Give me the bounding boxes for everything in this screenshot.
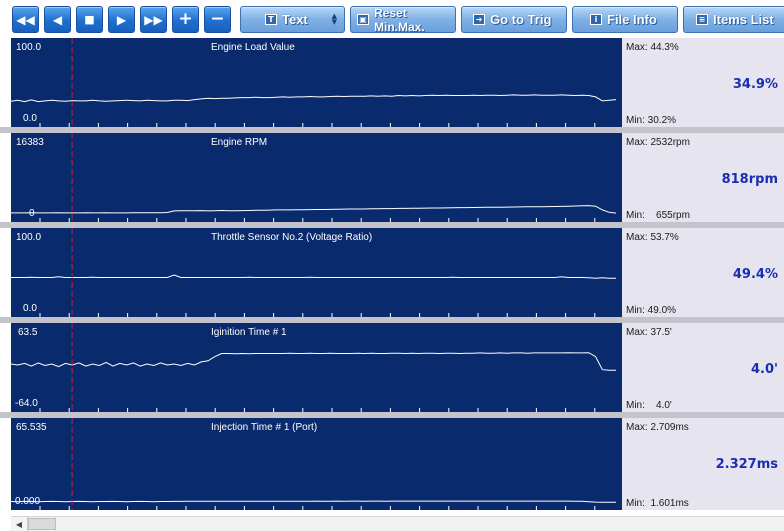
file-info-label: File Info xyxy=(607,12,657,27)
scale-max-label: 16383 xyxy=(16,137,44,148)
go-to-trig-button[interactable]: ➜ Go to Trig xyxy=(461,6,567,33)
graph-title: Injection Time # 1 (Port) xyxy=(211,422,318,433)
reset-min-max-button[interactable]: ▣ Reset Min.Max. xyxy=(350,5,456,34)
panel-divider[interactable] xyxy=(0,412,784,418)
horizontal-scrollbar[interactable]: ◀ xyxy=(11,516,784,531)
graph-panel: 100.0 Engine Load Value 0.0 Max: 44.3% 3… xyxy=(11,38,784,127)
reset-min-max-label: Reset Min.Max. xyxy=(374,5,425,34)
value-panel: Max: 53.7% 49.4% Min: 49.0% xyxy=(622,228,784,317)
graph-plot[interactable]: 63.5 Iginition Time # 1 -64.0 xyxy=(11,323,622,412)
graph-canvas xyxy=(11,38,617,127)
current-value: 34.9% xyxy=(732,77,778,92)
items-list-button[interactable]: ≡ Items List xyxy=(683,6,784,33)
graph-panel: 65.535 Injection Time # 1 (Port) 0.000 M… xyxy=(11,418,784,510)
graph-plot[interactable]: 100.0 Engine Load Value 0.0 xyxy=(11,38,622,127)
min-value: Min: 30.2% xyxy=(626,115,677,126)
graph-title: Throttle Sensor No.2 (Voltage Ratio) xyxy=(211,232,373,243)
min-value: Min: 49.0% xyxy=(626,305,677,316)
plus-icon: + xyxy=(178,9,193,29)
graph-panel: 16383 Engine RPM 0 Max: 2532rpm 818rpm M… xyxy=(11,133,784,222)
max-value: Max: 2.709ms xyxy=(626,422,689,433)
play-icon: ▶ xyxy=(116,12,127,27)
graph-plot[interactable]: 65.535 Injection Time # 1 (Port) 0.000 xyxy=(11,418,622,510)
stop-icon: ■ xyxy=(84,13,95,26)
rewind-button[interactable]: ◀ xyxy=(44,6,71,33)
scale-max-label: 63.5 xyxy=(18,327,38,338)
panel-divider[interactable] xyxy=(0,317,784,323)
toolbar: ◀◀ ◀ ■ ▶ ▶▶ + − T Text ▲ ▼ ▣ Reset Min.Ma… xyxy=(0,0,784,38)
scale-min-label: 0.000 xyxy=(15,496,41,507)
rewind-icon: ◀ xyxy=(52,12,63,27)
min-value: Min: 655rpm xyxy=(626,210,690,221)
graph-panel: 100.0 Throttle Sensor No.2 (Voltage Rati… xyxy=(11,228,784,317)
graph-panel: 63.5 Iginition Time # 1 -64.0 Max: 37.5'… xyxy=(11,323,784,412)
current-value: 4.0' xyxy=(750,362,778,377)
scale-min-label: -64.0 xyxy=(15,398,38,409)
min-value: Min: 4.0' xyxy=(626,400,672,411)
left-gutter xyxy=(0,38,11,531)
value-panel: Max: 37.5' 4.0' Min: 4.0' xyxy=(622,323,784,412)
spinner-icon: ▲ ▼ xyxy=(331,12,337,26)
graph-canvas xyxy=(11,228,616,317)
rewind-fast-icon: ◀◀ xyxy=(16,12,35,27)
scale-max-label: 100.0 xyxy=(16,232,42,243)
zoom-out-button[interactable]: − xyxy=(204,6,231,33)
graph-canvas xyxy=(11,133,617,222)
max-value: Max: 37.5' xyxy=(626,327,672,338)
value-panel: Max: 2532rpm 818rpm Min: 655rpm xyxy=(622,133,784,222)
scale-max-label: 65.535 xyxy=(16,422,47,433)
scrollbar-thumb[interactable] xyxy=(28,518,56,530)
value-panel: Max: 44.3% 34.9% Min: 30.2% xyxy=(622,38,784,127)
fast-forward-button[interactable]: ▶▶ xyxy=(140,6,167,33)
max-value: Max: 44.3% xyxy=(626,42,679,53)
min-value: Min: 1.601ms xyxy=(626,498,689,509)
scroll-left-icon[interactable]: ◀ xyxy=(11,517,28,531)
graph-title: Engine RPM xyxy=(211,137,268,148)
graph-title: Engine Load Value xyxy=(211,42,295,53)
minus-icon: − xyxy=(210,9,225,29)
play-button[interactable]: ▶ xyxy=(108,6,135,33)
graph-plot[interactable]: 100.0 Throttle Sensor No.2 (Voltage Rati… xyxy=(11,228,622,317)
signal-trace xyxy=(11,94,617,103)
text-button[interactable]: T Text ▲ ▼ xyxy=(240,6,345,33)
text-icon: T xyxy=(265,14,277,25)
go-to-trig-label: Go to Trig xyxy=(490,12,552,27)
current-value: 49.4% xyxy=(732,267,778,282)
value-panel: Max: 2.709ms 2.327ms Min: 1.601ms xyxy=(622,418,784,510)
scale-min-label: 0 xyxy=(29,208,35,219)
signal-trace xyxy=(11,205,617,214)
graph-plot[interactable]: 16383 Engine RPM 0 xyxy=(11,133,622,222)
signal-trace xyxy=(11,500,617,503)
current-value: 2.327ms xyxy=(715,457,778,472)
signal-trace xyxy=(11,274,616,279)
text-button-label: Text xyxy=(282,12,308,27)
info-icon: i xyxy=(590,14,602,25)
list-icon: ≡ xyxy=(696,14,708,25)
scale-max-label: 100.0 xyxy=(16,42,42,53)
graph-canvas xyxy=(11,323,616,412)
graph-canvas xyxy=(11,418,617,510)
stop-button[interactable]: ■ xyxy=(76,6,103,33)
graph-title: Iginition Time # 1 xyxy=(211,327,287,338)
panel-divider[interactable] xyxy=(0,222,784,228)
items-list-label: Items List xyxy=(713,12,774,27)
current-value: 818rpm xyxy=(721,172,778,187)
fast-forward-icon: ▶▶ xyxy=(144,12,163,27)
file-info-button[interactable]: i File Info xyxy=(572,6,678,33)
reset-icon: ▣ xyxy=(357,14,369,25)
panel-divider[interactable] xyxy=(0,127,784,133)
scale-min-label: 0.0 xyxy=(23,303,37,314)
zoom-in-button[interactable]: + xyxy=(172,6,199,33)
signal-trace xyxy=(11,352,616,371)
max-value: Max: 53.7% xyxy=(626,232,679,243)
go-to-icon: ➜ xyxy=(473,14,485,25)
scale-min-label: 0.0 xyxy=(23,113,37,124)
rewind-fast-button[interactable]: ◀◀ xyxy=(12,6,39,33)
max-value: Max: 2532rpm xyxy=(626,137,690,148)
